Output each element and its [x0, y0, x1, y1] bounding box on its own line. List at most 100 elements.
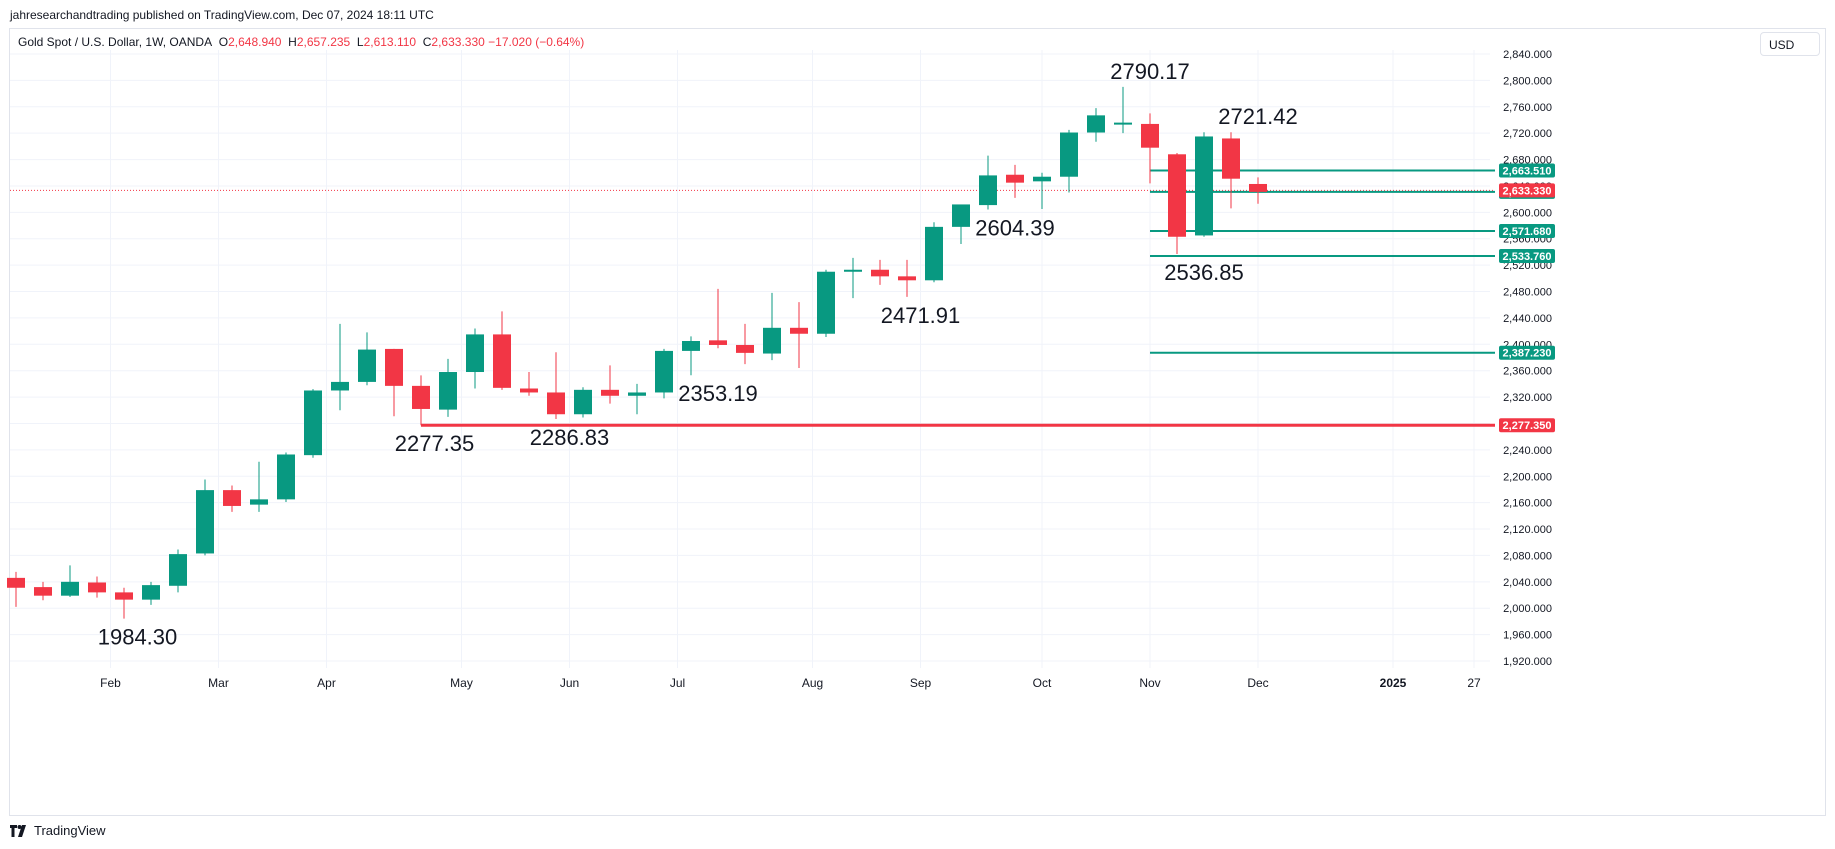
candle-body — [601, 389, 619, 396]
low-label: L — [356, 35, 364, 49]
x-tick-label: Aug — [802, 676, 823, 690]
x-tick-label: 27 — [1467, 676, 1481, 690]
price-annotation: 2536.85 — [1164, 260, 1244, 285]
price-annotation: 1984.30 — [98, 625, 178, 650]
candle-body — [898, 276, 916, 281]
price-badge-label: 2,663.510 — [1503, 165, 1552, 177]
candle-body — [952, 204, 970, 227]
chart-frame — [9, 28, 1826, 816]
y-tick-label: 1,920.000 — [1503, 656, 1552, 668]
top-bar: jahresearchandtrading published on Tradi… — [0, 0, 1835, 28]
candle-body — [466, 334, 484, 373]
price-badge — [1499, 418, 1555, 433]
candle-body — [1249, 183, 1267, 192]
x-tick-label: Nov — [1139, 676, 1160, 690]
price-badge-label: 2,387.230 — [1503, 348, 1552, 360]
candle-body — [871, 269, 889, 277]
candle-body — [250, 499, 268, 505]
x-tick-label: May — [450, 676, 473, 690]
y-tick-label: 2,800.000 — [1503, 75, 1552, 87]
price-badge — [1499, 183, 1555, 198]
x-tick-label: Jun — [560, 676, 579, 690]
tradingview-logo-icon — [10, 824, 26, 837]
candle-body — [331, 381, 349, 391]
y-tick-label: 2,760.000 — [1503, 102, 1552, 114]
candle-body — [142, 585, 160, 600]
open-value: 2,648.940 — [228, 35, 282, 49]
symbol-legend: Gold Spot / U.S. Dollar, 1W, OANDA O2,64… — [18, 35, 584, 49]
candle-body — [1087, 115, 1105, 133]
candle-body — [1222, 138, 1240, 179]
candle-body — [574, 389, 592, 415]
candle-body — [1195, 136, 1213, 236]
y-tick-label: 2,720.000 — [1503, 128, 1552, 140]
candle-body — [277, 454, 295, 500]
candle-body — [844, 269, 862, 272]
candle-body — [439, 372, 457, 410]
price-annotations: 2790.17 2721.42 2604.39 2536.85 2471.91 2353.… — [98, 59, 1298, 650]
candle-body — [88, 582, 106, 593]
candles — [7, 86, 1267, 619]
low-value: 2,613.110 — [363, 35, 417, 49]
time-axis: Feb Mar Apr May Jun Jul Aug Sep Oct Nov Dec 2025 27 — [100, 676, 1481, 690]
footer: TradingView — [10, 823, 106, 838]
price-annotation: 2277.35 — [395, 431, 475, 456]
candle-body — [1141, 123, 1159, 148]
open-label: O — [218, 35, 229, 49]
candle-body — [655, 350, 673, 393]
y-tick-label: 2,440.000 — [1503, 313, 1552, 325]
level-labels: 2,663.5102,631.0402,571.6802,533.7602,38… — [1499, 163, 1555, 433]
y-tick-label: 2,320.000 — [1503, 392, 1552, 404]
price-badge — [1499, 224, 1555, 239]
candle-body — [196, 490, 214, 554]
close-label: C — [422, 35, 432, 49]
candle-body — [223, 490, 241, 506]
candle-body — [61, 581, 79, 596]
high-label: H — [288, 35, 297, 49]
y-tick-label: 2,600.000 — [1503, 207, 1552, 219]
y-tick-label: 2,840.000 — [1503, 49, 1552, 61]
candle-body — [169, 554, 187, 586]
x-tick-label: Dec — [1247, 676, 1268, 690]
price-badge-label: 2,633.330 — [1503, 185, 1552, 197]
price-annotation: 2790.17 — [1110, 59, 1190, 84]
candle-body — [34, 587, 52, 596]
candle-body — [520, 388, 538, 393]
symbol-name: Gold Spot / U.S. Dollar, 1W, OANDA — [18, 35, 213, 49]
x-tick-label: Oct — [1033, 676, 1052, 690]
candle-body — [1033, 176, 1051, 182]
price-badge — [1499, 163, 1555, 178]
candle-body — [304, 390, 322, 456]
candle-body — [358, 349, 376, 382]
candle-body — [493, 334, 511, 388]
y-tick-label: 2,200.000 — [1503, 471, 1552, 483]
x-tick-label: 2025 — [1380, 676, 1407, 690]
candle-body — [1168, 154, 1186, 237]
candle-body — [628, 392, 646, 396]
x-tick-label: Mar — [208, 676, 229, 690]
candle-body — [412, 385, 430, 409]
candle-body — [979, 175, 997, 206]
high-value: 2,657.235 — [296, 35, 351, 49]
candle-body — [547, 392, 565, 415]
candle-body — [790, 327, 808, 334]
candle-body — [1006, 174, 1024, 183]
price-annotation: 2471.91 — [881, 303, 961, 328]
candle-body — [763, 327, 781, 354]
change-value: −17.020 (−0.64%) — [488, 35, 585, 49]
y-tick-label: 2,080.000 — [1503, 550, 1552, 562]
y-tick-label: 2,240.000 — [1503, 445, 1552, 457]
y-tick-label: 1,960.000 — [1503, 630, 1552, 642]
candle-body — [709, 340, 727, 345]
price-annotation: 2721.42 — [1218, 104, 1298, 129]
y-tick-label: 2,120.000 — [1503, 524, 1552, 536]
candle-body — [1060, 132, 1078, 177]
y-tick-label: 2,040.000 — [1503, 577, 1552, 589]
price-badge-label: 2,533.760 — [1503, 251, 1552, 263]
currency-button[interactable]: USD — [1760, 32, 1820, 56]
publish-info: jahresearchandtrading published on Tradi… — [10, 8, 434, 22]
x-tick-label: Sep — [910, 676, 932, 690]
y-tick-label: 2,480.000 — [1503, 287, 1552, 299]
candle-body — [1114, 122, 1132, 125]
